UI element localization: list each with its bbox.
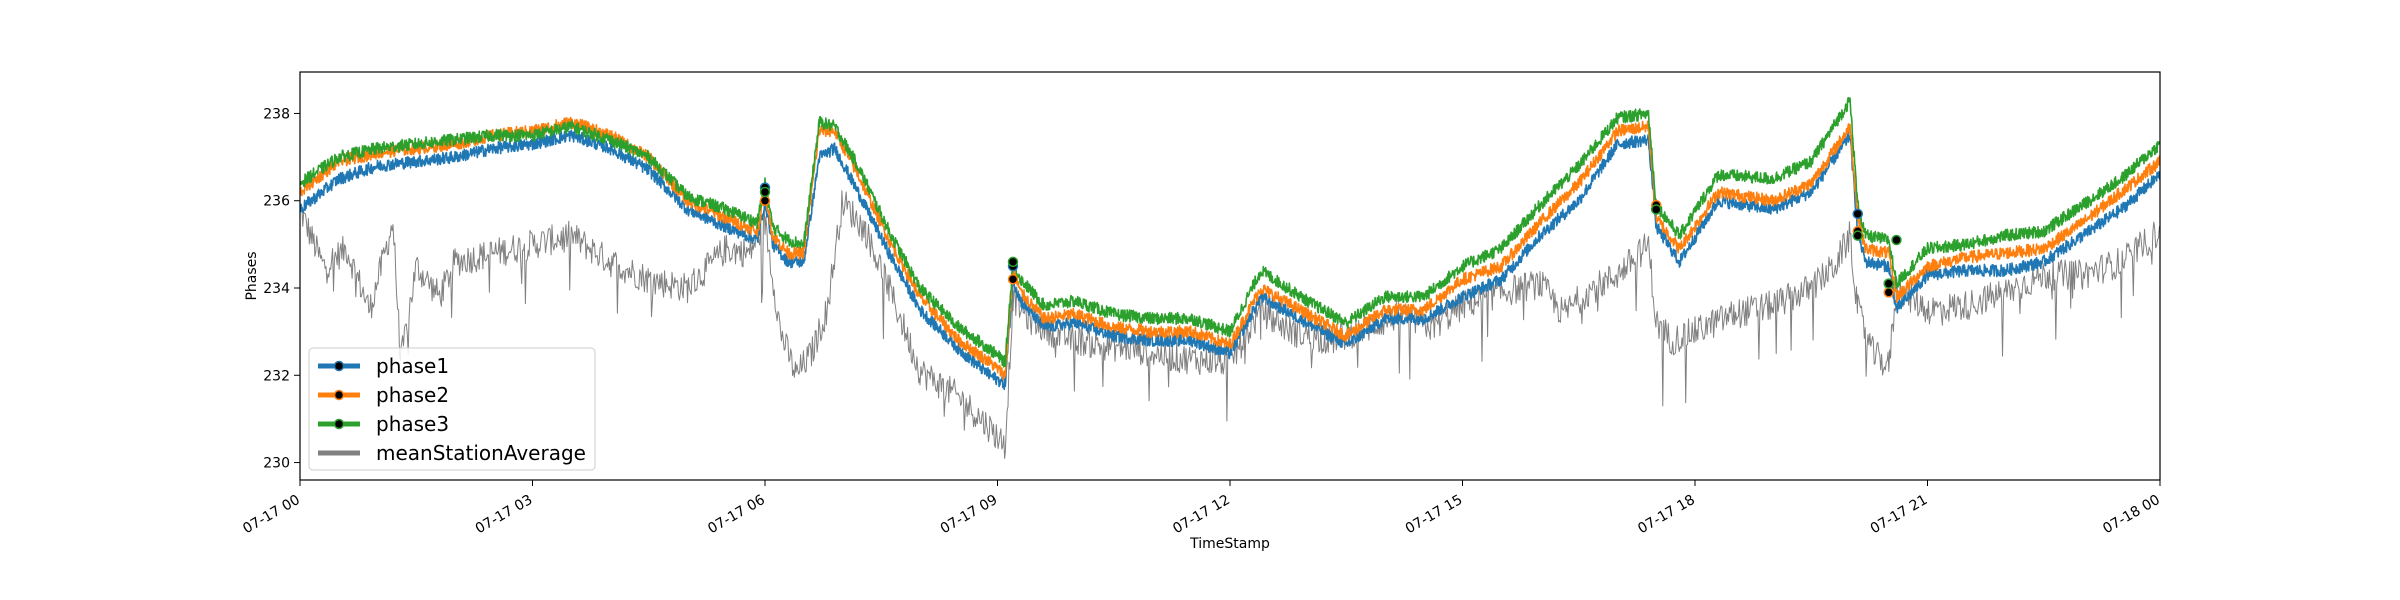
series-line-phase3 [300,97,2160,368]
x-axis: 07-17 00 07-17 03 07-17 06 07-17 09 07-17 12… [240,480,2163,537]
marker-phase3-0 [759,186,771,198]
marker-phase1-3 [1852,208,1863,220]
y-axis-label: Phases [244,251,260,300]
marker-phase3-4 [1883,278,1894,289]
marker-phase3-1 [1007,256,1019,268]
x-tick-label: 07-18 00 [2100,492,2163,537]
legend-label-phase3: phase3 [376,412,449,436]
marker-phase3-2 [1651,204,1662,215]
legend-box [308,347,596,471]
marker-phase3-3 [1852,230,1863,241]
x-tick-label: 07-17 03 [473,492,536,537]
x-tick-label: 07-17 00 [240,492,303,537]
legend-label-phase2: phase2 [376,383,449,407]
legend-marker-phase1 [333,360,345,372]
x-axis-label: TimeStamp [1189,536,1270,552]
y-tick-label: 238 [263,106,290,122]
marker-phase2-4 [1883,287,1894,298]
legend-marker-phase3 [333,418,345,430]
series-line-phase2 [300,116,2160,381]
marker-phase2-1 [1007,274,1019,285]
y-tick-label: 230 [263,456,290,472]
marker-phase3-5 [1891,234,1902,246]
x-tick-label: 07-17 15 [1403,492,1466,537]
legend-label-phase1: phase1 [376,354,449,378]
x-tick-label: 07-17 18 [1635,492,1698,537]
x-tick-label: 07-17 06 [705,492,768,537]
y-axis: 230 232 234 236 238 [263,106,300,472]
x-tick-label: 07-17 21 [1868,492,1931,537]
x-tick-label: 07-17 12 [1170,492,1233,537]
x-tick-label: 07-17 09 [938,492,1001,537]
series-layer [300,97,2160,459]
marker-phase2-0 [759,195,771,206]
y-tick-label: 236 [263,194,290,210]
y-tick-label: 232 [263,368,290,384]
series-line-phase1 [300,129,2160,391]
legend: phase1 phase2 phase3 meanStationAverage [308,347,596,471]
y-tick-label: 234 [263,281,290,297]
legend-marker-phase2 [333,389,345,401]
legend-label-meanStationAverage: meanStationAverage [376,441,586,465]
marker-layer [759,182,1902,298]
